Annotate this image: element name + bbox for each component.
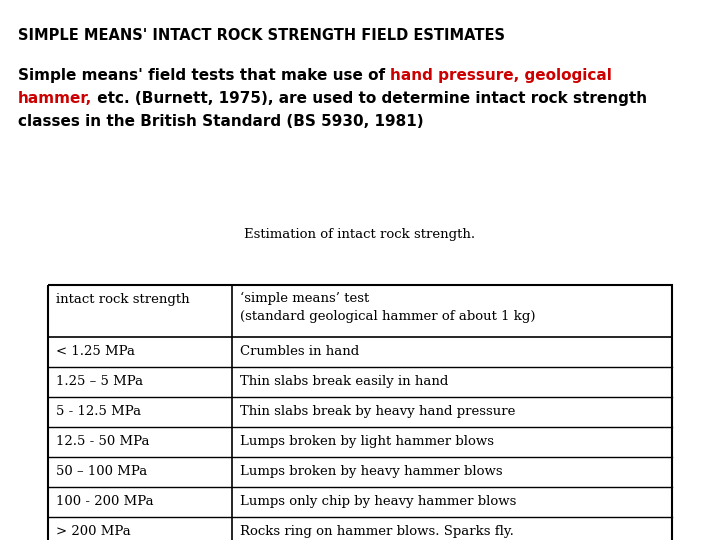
Text: 5 - 12.5 MPa: 5 - 12.5 MPa xyxy=(56,405,141,418)
Text: 50 – 100 MPa: 50 – 100 MPa xyxy=(56,465,148,478)
Text: Thin slabs break by heavy hand pressure: Thin slabs break by heavy hand pressure xyxy=(240,405,516,418)
Text: > 200 MPa: > 200 MPa xyxy=(56,525,131,538)
Text: etc. (Burnett, 1975), are used to determine intact rock strength: etc. (Burnett, 1975), are used to determ… xyxy=(92,91,647,106)
Text: Lumps only chip by heavy hammer blows: Lumps only chip by heavy hammer blows xyxy=(240,495,516,508)
Text: (standard geological hammer of about 1 kg): (standard geological hammer of about 1 k… xyxy=(240,310,536,323)
Text: 12.5 - 50 MPa: 12.5 - 50 MPa xyxy=(56,435,150,448)
Text: hammer,: hammer, xyxy=(18,91,92,106)
Text: SIMPLE MEANS' INTACT ROCK STRENGTH FIELD ESTIMATES: SIMPLE MEANS' INTACT ROCK STRENGTH FIELD… xyxy=(18,28,505,43)
Text: Lumps broken by light hammer blows: Lumps broken by light hammer blows xyxy=(240,435,494,448)
Text: < 1.25 MPa: < 1.25 MPa xyxy=(56,345,135,358)
Text: Lumps broken by heavy hammer blows: Lumps broken by heavy hammer blows xyxy=(240,465,503,478)
Text: hand pressure, geological: hand pressure, geological xyxy=(390,68,612,83)
Text: intact rock strength: intact rock strength xyxy=(56,293,189,306)
Text: Rocks ring on hammer blows. Sparks fly.: Rocks ring on hammer blows. Sparks fly. xyxy=(240,525,514,538)
Bar xyxy=(48,285,672,540)
Text: Estimation of intact rock strength.: Estimation of intact rock strength. xyxy=(244,228,476,241)
Text: classes in the British Standard (BS 5930, 1981): classes in the British Standard (BS 5930… xyxy=(18,114,423,129)
Text: 100 - 200 MPa: 100 - 200 MPa xyxy=(56,495,153,508)
Text: Crumbles in hand: Crumbles in hand xyxy=(240,345,359,358)
Text: 1.25 – 5 MPa: 1.25 – 5 MPa xyxy=(56,375,143,388)
Text: Thin slabs break easily in hand: Thin slabs break easily in hand xyxy=(240,375,449,388)
Text: ‘simple means’ test: ‘simple means’ test xyxy=(240,292,369,305)
Text: Simple means' field tests that make use of: Simple means' field tests that make use … xyxy=(18,68,390,83)
